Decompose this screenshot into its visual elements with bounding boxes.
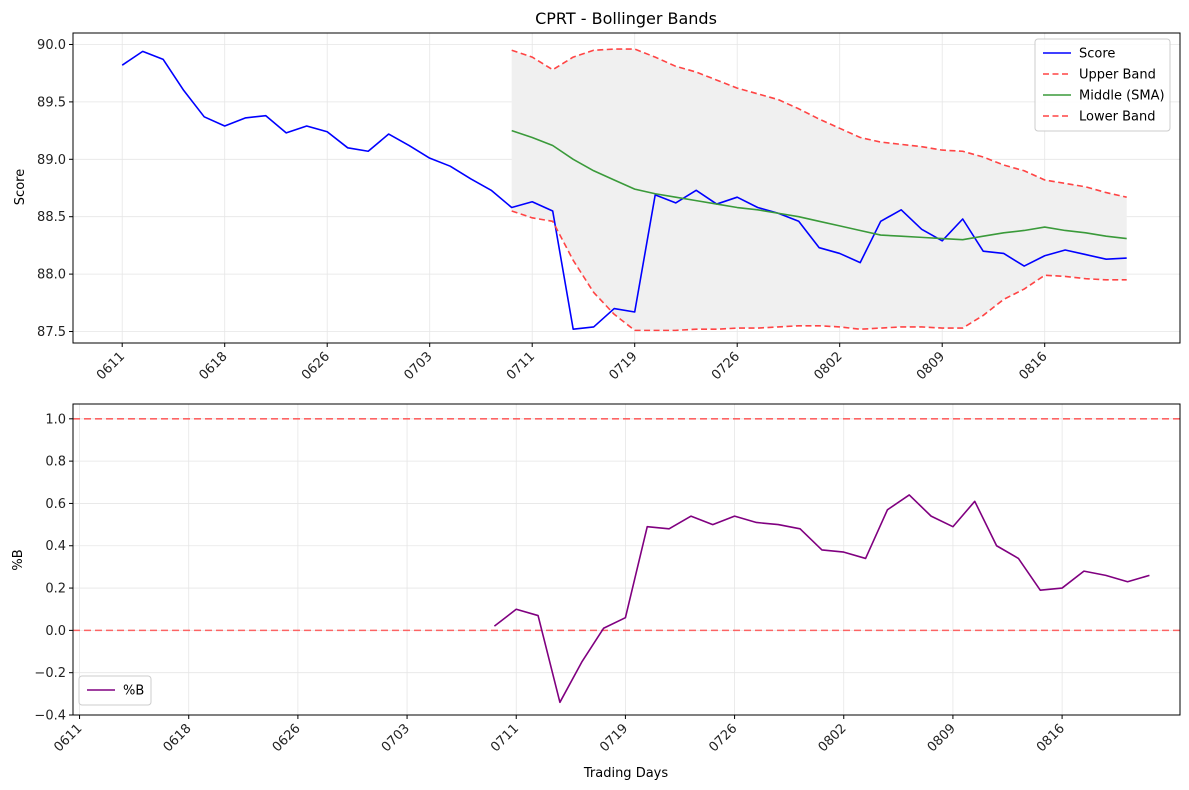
y-tick-label: 0.8 [45,455,66,470]
legend-label-upper-band: Upper Band [1079,68,1156,83]
y-tick-label: 87.5 [37,325,66,340]
band-fill [511,49,1127,331]
legend-label-score: Score [1079,47,1115,62]
bollinger-bands-chart: CPRT - Bollinger Bands Score 87.5 88.0 88.… [13,9,1181,383]
y-tick-label: 1.0 [45,412,66,427]
percent-b-chart: %B Trading Days −0.4 −0.2 0.0 0.2 0.4 0.6 0.8 1… [11,403,1181,781]
y-tick-label: 88.0 [37,268,66,283]
series-line-middle-sma [511,129,1127,241]
y-tick-label: 88.5 [37,210,66,225]
chart-title: CPRT - Bollinger Bands [535,9,717,28]
y-tick-label: 0.4 [45,539,66,554]
y-tick-label: 0.2 [45,582,66,597]
series-line-lower-band [511,210,1127,332]
y-tick-label: 89.5 [37,95,66,110]
series-line-percent-b [493,494,1150,704]
series-line-upper-band [511,48,1127,198]
plot-frame [72,403,1181,716]
y-tick-label: −0.2 [34,666,66,681]
x-axis-label: Trading Days [583,766,668,781]
y-axis-label: Score [13,169,28,205]
y-tick-label: 0.6 [45,497,66,512]
legend-label-middle-sma: Middle (SMA) [1079,89,1165,104]
y-tick-label: 90.0 [37,38,66,53]
y-tick-label: 89.0 [37,153,66,168]
y-tick-label: 0.0 [45,624,66,639]
legend-box [1034,38,1171,132]
legend: %B [78,675,152,706]
y-axis-label: %B [11,549,26,570]
legend-label-percent-b: %B [123,684,144,699]
series-line-score [121,50,1127,331]
y-tick-label: −0.4 [34,709,66,724]
legend-label-lower-band: Lower Band [1079,110,1155,125]
legend: Score Upper Band Middle (SMA) Lower Band [1034,38,1171,132]
plot-frame [72,32,1181,344]
